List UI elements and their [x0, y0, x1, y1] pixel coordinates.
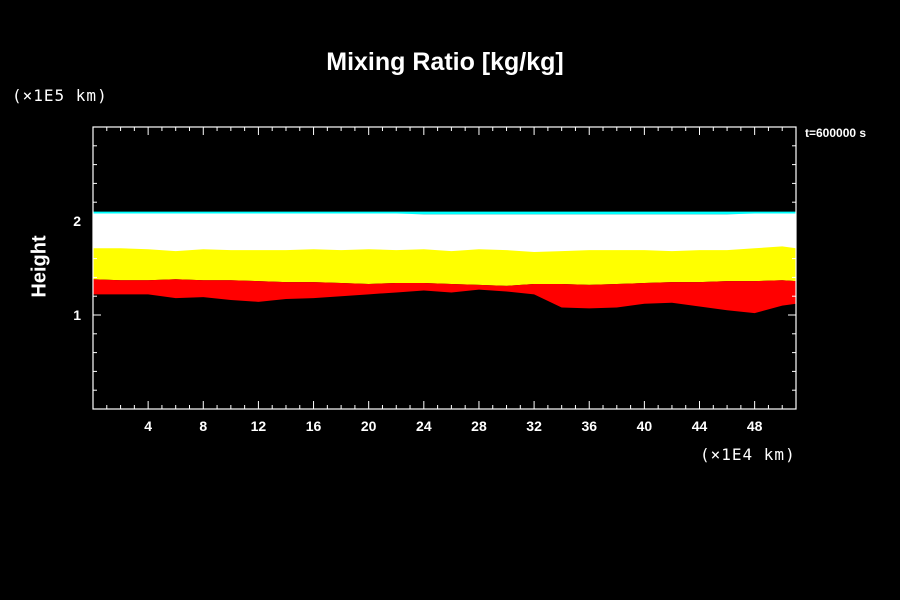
band-3 [93, 279, 796, 314]
time-label: t=600000 s [805, 126, 867, 140]
x-tick-label: 40 [637, 418, 653, 434]
x-tick-label: 4 [144, 418, 152, 434]
band-1 [93, 213, 796, 253]
x-tick-label: 12 [251, 418, 267, 434]
band-2 [93, 246, 796, 286]
x-tick-label: 8 [199, 418, 207, 434]
x-tick-label: 20 [361, 418, 377, 434]
chart-title: Mixing Ratio [kg/kg] [326, 48, 564, 76]
x-tick-label: 32 [526, 418, 542, 434]
y-tick-label: 2 [73, 213, 81, 229]
y-axis-unit: (×1E5 km) [12, 86, 108, 105]
x-tick-label: 24 [416, 418, 432, 434]
x-tick-label: 16 [306, 418, 322, 434]
x-tick-label: 36 [581, 418, 597, 434]
y-tick-label: 1 [73, 307, 81, 323]
x-tick-label: 28 [471, 418, 487, 434]
x-axis-unit: (×1E4 km) [700, 445, 796, 464]
bands-layer [93, 211, 796, 314]
x-tick-label: 48 [747, 418, 763, 434]
plot-frame [92, 126, 797, 410]
x-tick-label: 44 [692, 418, 708, 434]
